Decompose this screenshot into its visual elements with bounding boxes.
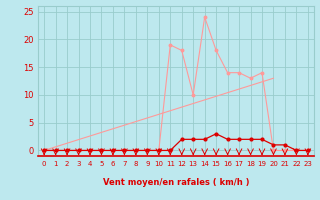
X-axis label: Vent moyen/en rafales ( km/h ): Vent moyen/en rafales ( km/h ) [103,178,249,187]
